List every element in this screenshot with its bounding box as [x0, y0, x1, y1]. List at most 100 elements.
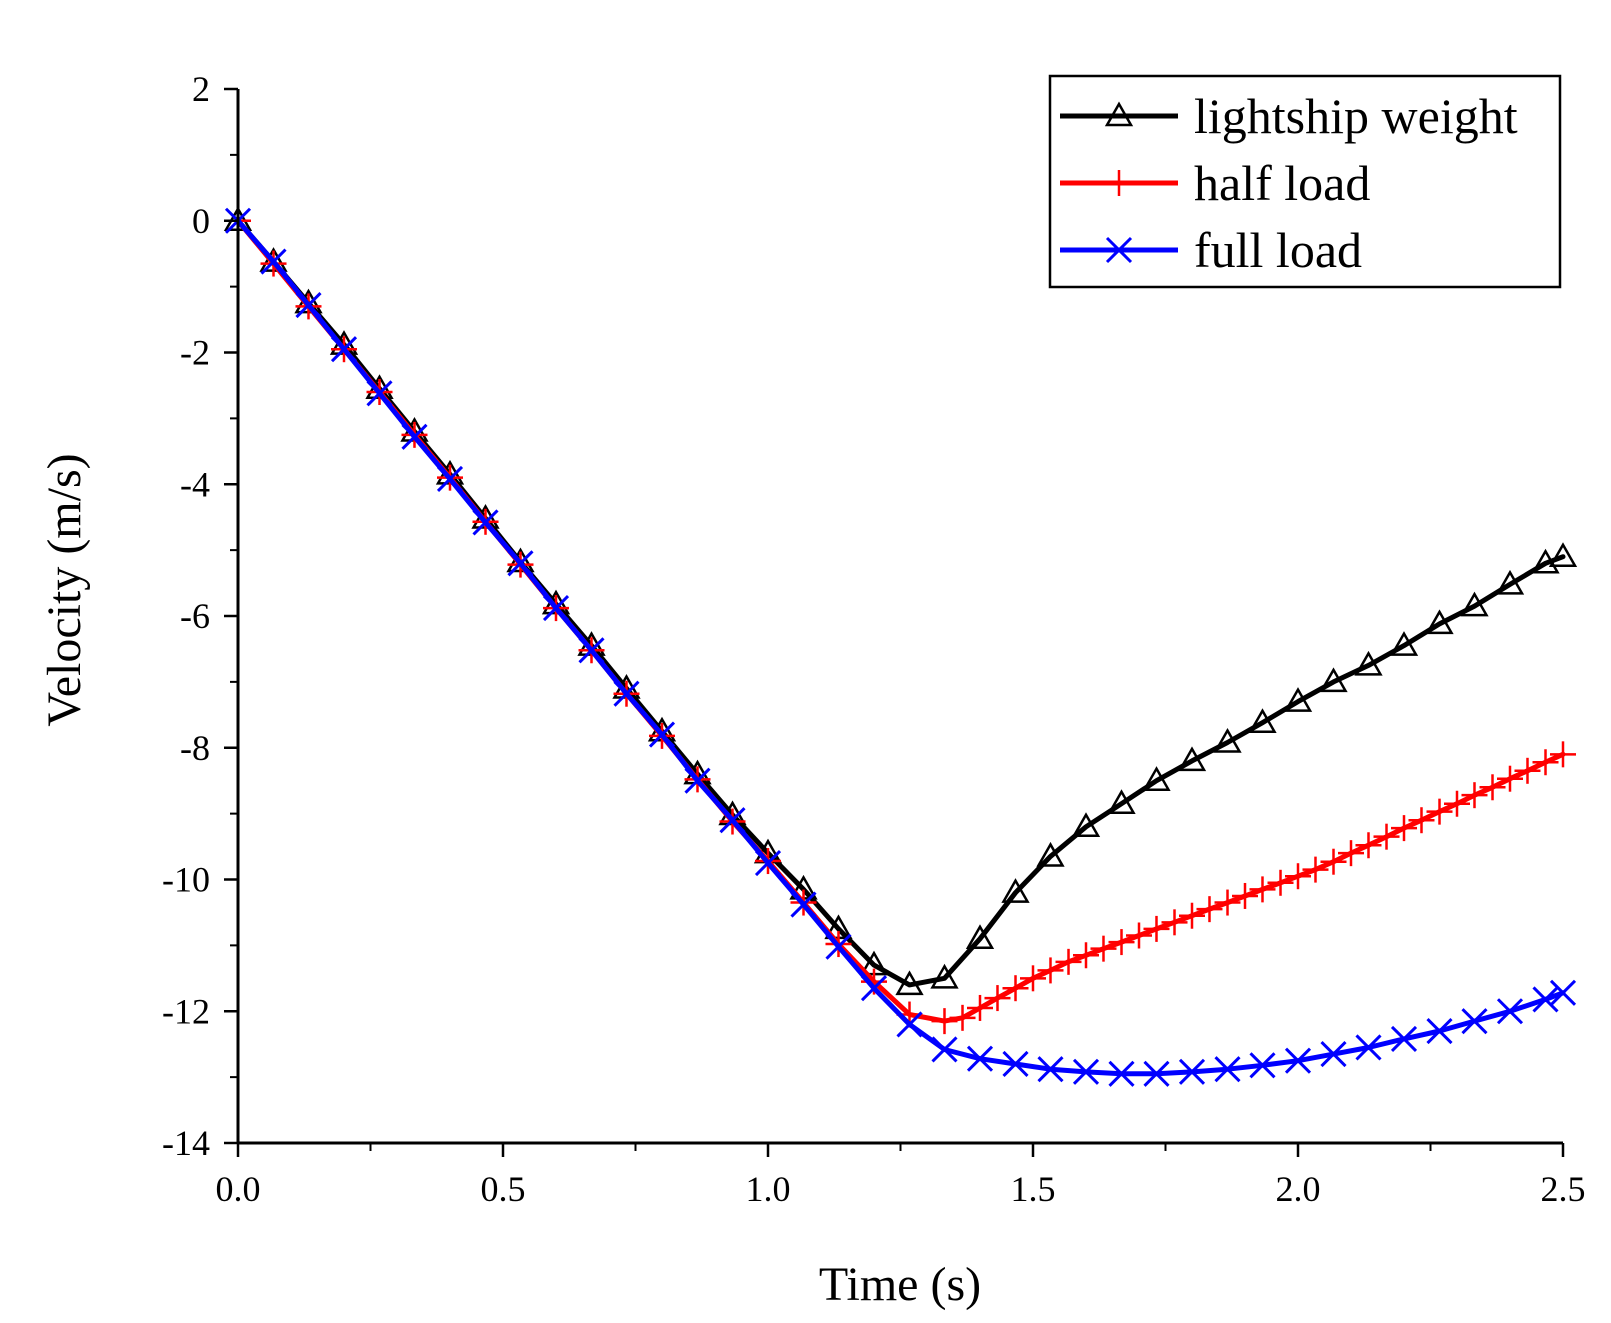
- data-point: [1532, 749, 1559, 776]
- data-point: [1002, 1050, 1029, 1078]
- data-point: [1267, 869, 1294, 896]
- data-point: [1073, 942, 1099, 969]
- data-point: [754, 849, 782, 877]
- data-point: [1108, 929, 1135, 956]
- data-point: [984, 985, 1011, 1012]
- data-point: [1161, 909, 1188, 936]
- data-point: [966, 1045, 994, 1072]
- data-point: [1514, 757, 1541, 784]
- data-point: [1178, 1058, 1206, 1085]
- y-tick-label: 0: [192, 201, 210, 241]
- data-point: [1285, 863, 1311, 890]
- data-point: [1196, 896, 1223, 923]
- data-point: [1461, 782, 1488, 809]
- data-point: [1071, 812, 1101, 838]
- series-layer: [223, 206, 1578, 1087]
- data-point: [1142, 766, 1171, 791]
- data-point: [1108, 1060, 1135, 1087]
- data-point: [1177, 746, 1207, 772]
- data-point: [1249, 876, 1276, 903]
- data-point: [1426, 1017, 1453, 1045]
- data-point: [965, 924, 995, 950]
- data-point: [1495, 569, 1525, 595]
- legend: lightship weight half load full load: [1048, 74, 1562, 289]
- data-point: [895, 970, 924, 996]
- data-point: [472, 509, 499, 536]
- data-point: [542, 595, 570, 622]
- data-point: [1549, 979, 1577, 1006]
- data-point: [1214, 889, 1241, 916]
- data-point: [1320, 848, 1347, 875]
- legend-marker: [1104, 101, 1134, 127]
- data-point: [1126, 922, 1152, 949]
- data-point: [1373, 823, 1400, 850]
- legend-marker: [1105, 236, 1133, 264]
- data-point: [1531, 548, 1560, 574]
- legend-items: lightship weight half load full load: [1060, 88, 1518, 278]
- data-point: [1143, 1060, 1170, 1087]
- data-point: [1532, 986, 1559, 1013]
- data-point: [1213, 727, 1242, 753]
- x-axis-ticks: 0.0 0.5 1.0 1.5 2.0 2.5: [216, 1143, 1586, 1209]
- data-point: [1179, 902, 1205, 929]
- x-tick-label: 1.0: [746, 1169, 791, 1209]
- data-point: [1090, 935, 1117, 962]
- data-point: [366, 380, 393, 407]
- data-point: [1496, 998, 1524, 1025]
- data-point: [648, 721, 676, 748]
- y-tick-label: -14: [162, 1123, 210, 1163]
- data-point: [1284, 1047, 1312, 1074]
- y-axis-title: Velocity (m/s): [38, 453, 91, 726]
- x-tick-label: 1.5: [1011, 1169, 1056, 1209]
- y-tick-label: -6: [180, 596, 210, 636]
- data-point: [1143, 915, 1170, 942]
- data-point: [684, 767, 711, 794]
- x-tick-label: 2.0: [1276, 1169, 1321, 1209]
- data-point: [860, 975, 888, 1002]
- y-tick-label: -8: [180, 728, 210, 768]
- data-point: [1055, 948, 1082, 975]
- data-point: [1107, 789, 1136, 814]
- data-point: [1320, 1041, 1347, 1068]
- data-point: [1232, 882, 1258, 909]
- data-point: [330, 336, 358, 363]
- data-point: [1319, 667, 1348, 693]
- data-point: [1355, 1034, 1382, 1061]
- data-point: [1020, 965, 1046, 992]
- data-point: [719, 807, 746, 834]
- data-point: [825, 933, 852, 960]
- legend-item: half load: [1060, 155, 1370, 211]
- data-point: [1072, 1058, 1100, 1085]
- data-point: [436, 465, 464, 493]
- data-point: [1037, 1056, 1064, 1083]
- data-point: [1391, 815, 1417, 842]
- series-full-load: [224, 207, 1577, 1087]
- legend-label: lightship weight: [1194, 88, 1518, 144]
- data-point: [1444, 790, 1470, 817]
- data-point: [967, 994, 993, 1021]
- data-point: [949, 1004, 976, 1031]
- data-point: [1002, 975, 1029, 1002]
- data-point: [790, 891, 817, 918]
- data-point: [1550, 741, 1576, 768]
- x-tick-label: 0.5: [481, 1169, 526, 1209]
- y-tick-label: -4: [180, 464, 210, 504]
- data-point: [931, 1036, 958, 1063]
- data-point: [1248, 708, 1277, 733]
- data-point: [1548, 542, 1578, 567]
- data-point: [1036, 841, 1065, 867]
- x-axis-title: Time (s): [819, 1258, 981, 1311]
- data-point: [896, 1011, 923, 1038]
- data-point: [295, 292, 322, 319]
- data-point: [1460, 591, 1489, 617]
- data-point: [260, 248, 287, 275]
- data-point: [1302, 856, 1329, 883]
- data-point: [931, 1008, 958, 1035]
- data-point: [930, 963, 959, 989]
- data-point: [1249, 1052, 1276, 1079]
- legend-item: full load: [1060, 222, 1362, 278]
- data-point: [1479, 774, 1506, 801]
- data-point: [401, 423, 428, 450]
- data-point: [1425, 609, 1454, 635]
- plot-area: [223, 89, 1578, 1145]
